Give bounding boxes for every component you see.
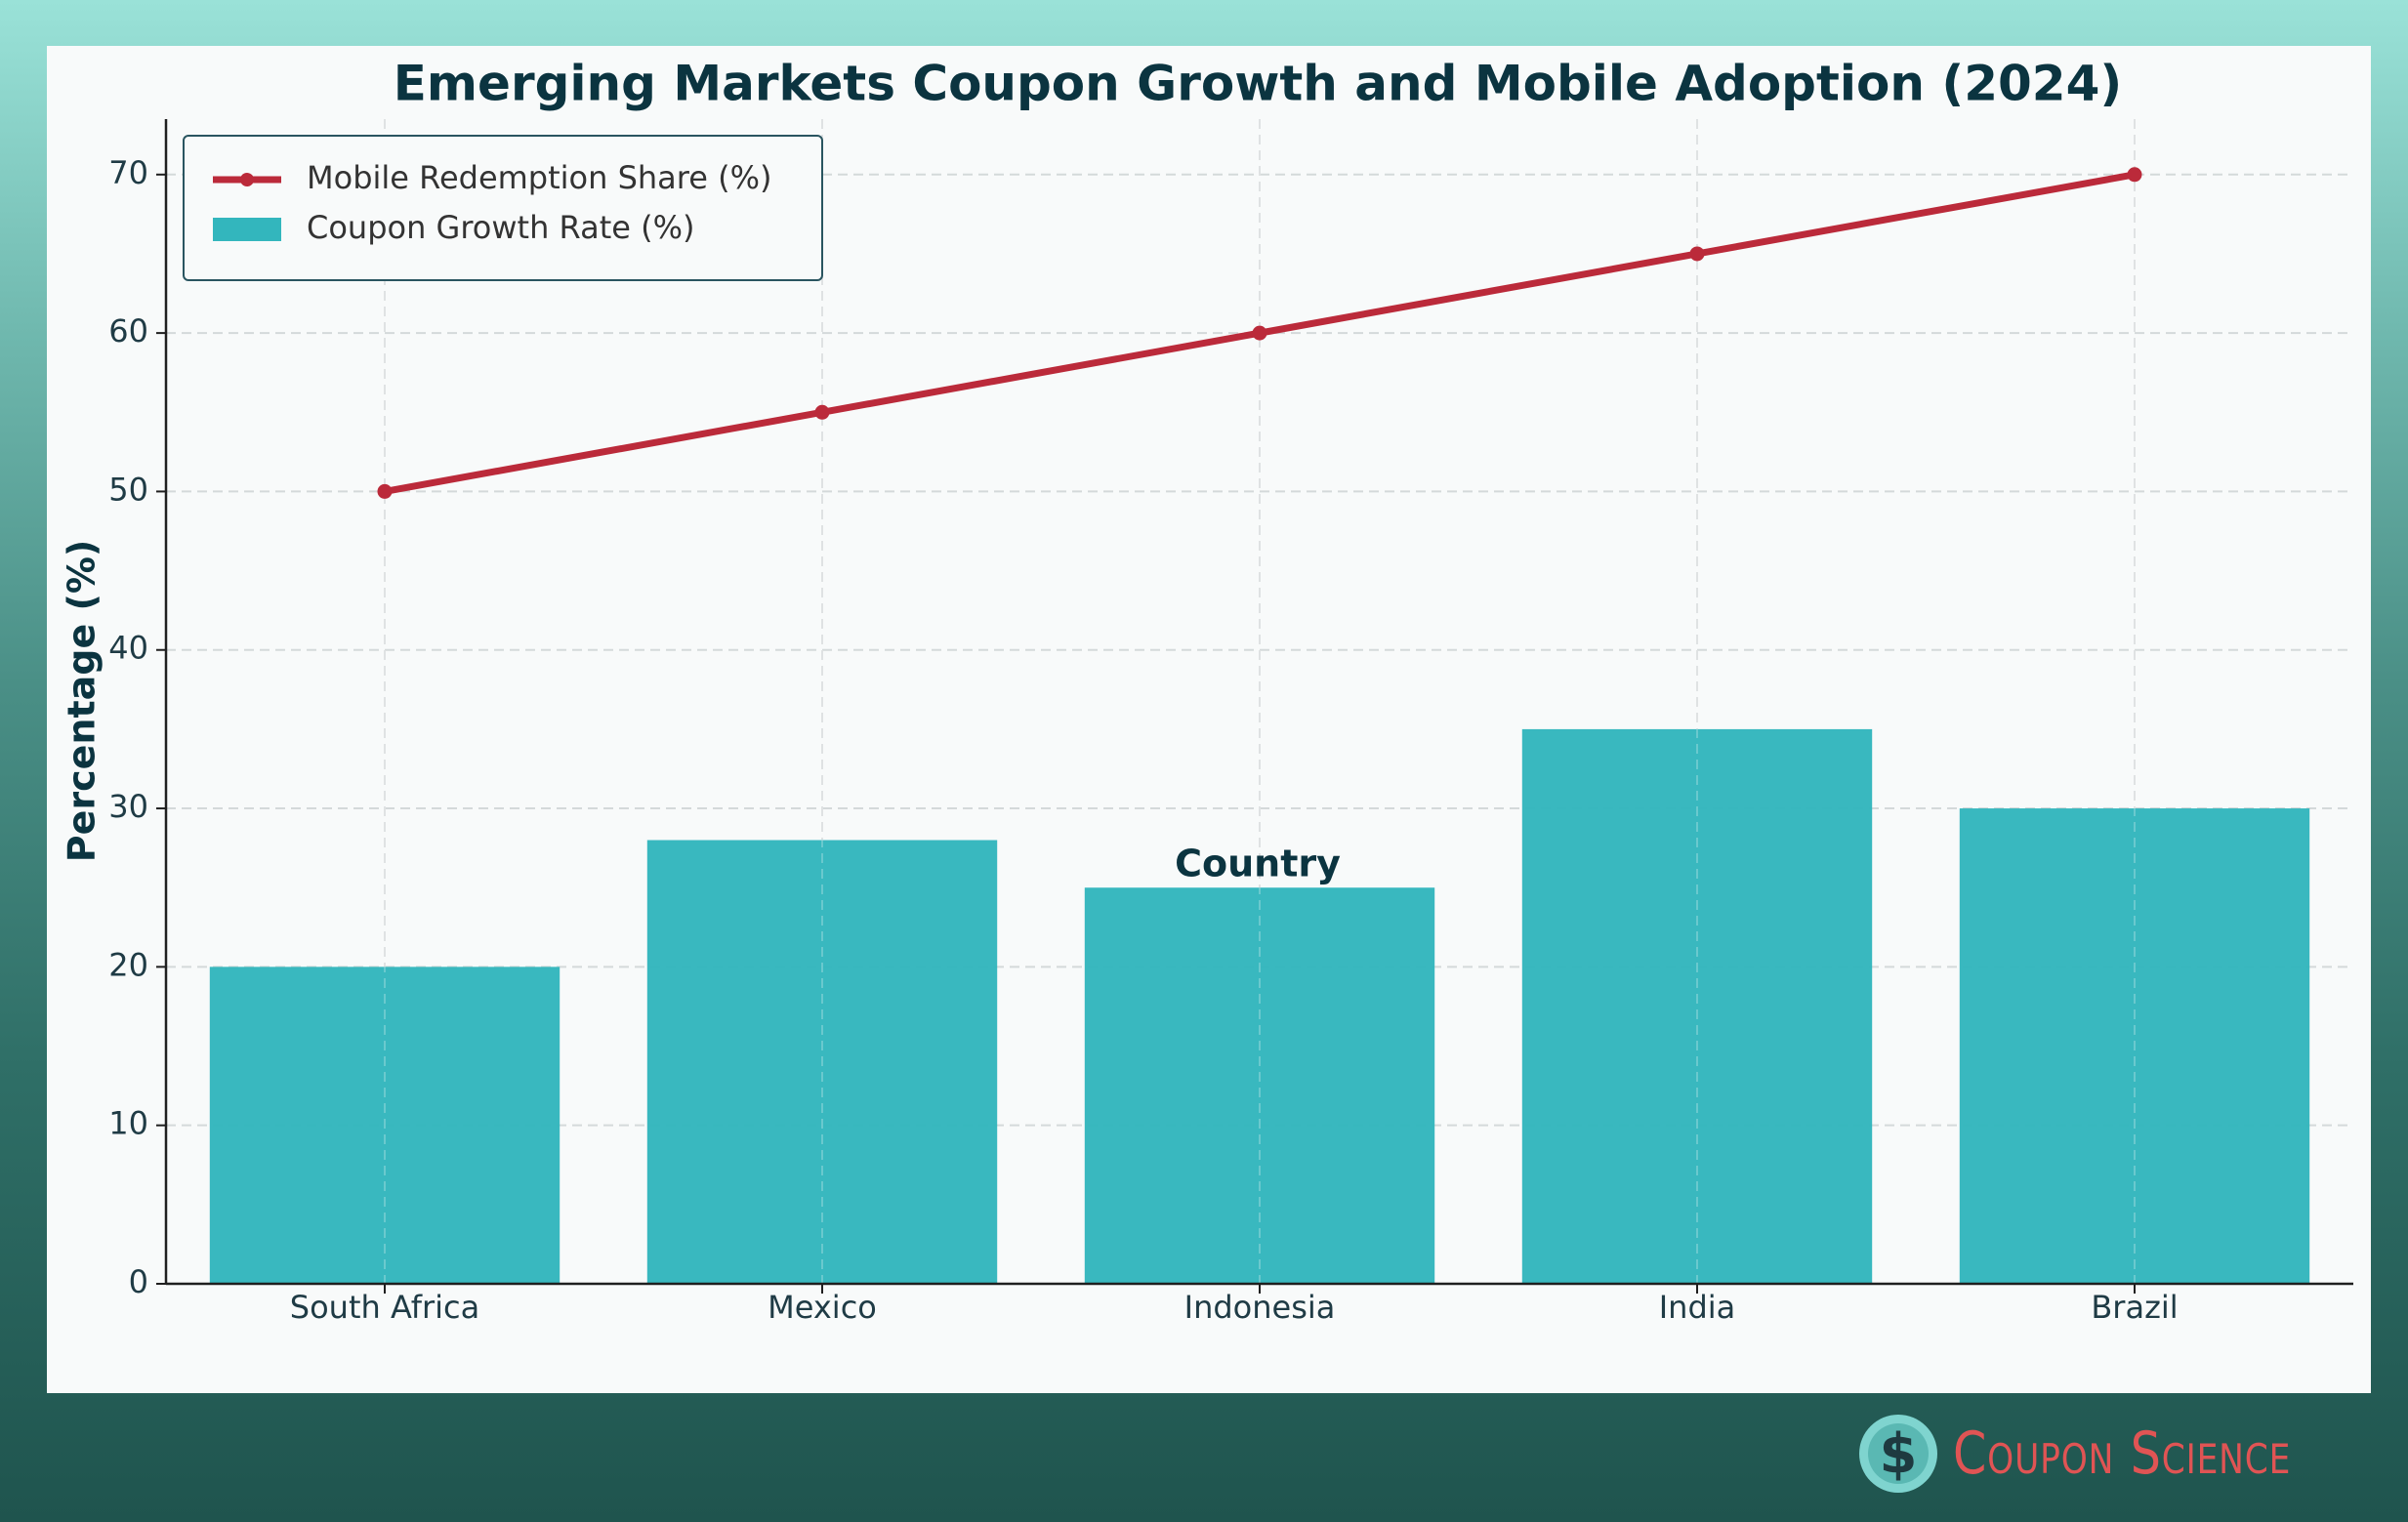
bar xyxy=(1521,728,1873,1284)
svg-text:$: $ xyxy=(1879,1422,1917,1486)
bar xyxy=(1959,808,2310,1284)
y-tick-label: 50 xyxy=(108,471,148,508)
y-tick-label: 0 xyxy=(129,1263,148,1300)
bar-series xyxy=(209,119,2310,1284)
bar xyxy=(209,967,560,1284)
legend-label-bar: Coupon Growth Rate (%) xyxy=(307,209,694,246)
x-tick-label: South Africa xyxy=(290,1289,479,1326)
y-tick-label: 10 xyxy=(108,1105,148,1142)
bar xyxy=(1084,887,1435,1284)
line-series xyxy=(377,167,2142,499)
x-axis-title: Country xyxy=(1175,843,1341,885)
y-tick-labels: 0 10 20 30 40 50 60 70 xyxy=(108,154,148,1300)
x-tick-label: Indonesia xyxy=(1184,1289,1336,1326)
legend-bar-swatch xyxy=(213,218,281,241)
brand-name: Coupon Science xyxy=(1952,1419,2292,1488)
legend-box xyxy=(183,135,823,281)
line-point xyxy=(2127,167,2142,183)
chart-panel: Emerging Markets Coupon Growth and Mobil… xyxy=(47,46,2371,1393)
legend-label-line: Mobile Redemption Share (%) xyxy=(307,159,771,196)
y-tick-label: 20 xyxy=(108,946,148,983)
line-point xyxy=(377,483,393,499)
legend: Mobile Redemption Share (%) Coupon Growt… xyxy=(183,135,823,281)
x-tick-label: Mexico xyxy=(768,1289,877,1326)
dollar-coin-icon: $ xyxy=(1858,1415,1937,1493)
y-axis-title: Percentage (%) xyxy=(61,540,104,863)
line-point xyxy=(1252,325,1267,341)
x-tick-labels: South Africa Mexico Indonesia India Brazil xyxy=(290,1289,2179,1326)
y-tick-label: 40 xyxy=(108,630,148,667)
y-tick-label: 30 xyxy=(108,788,148,825)
bar xyxy=(646,840,998,1284)
line-point xyxy=(814,404,830,420)
y-tick-label: 70 xyxy=(108,154,148,191)
legend-line-marker xyxy=(240,173,254,186)
chart: Emerging Markets Coupon Growth and Mobil… xyxy=(61,56,2353,1326)
axes xyxy=(156,119,2353,1294)
line-point xyxy=(1689,246,1705,262)
x-tick-label: Brazil xyxy=(2091,1289,2178,1326)
y-tick-label: 60 xyxy=(108,312,148,350)
brand-logo: $ Coupon Science xyxy=(1857,1407,2365,1501)
x-tick-label: India xyxy=(1659,1289,1736,1326)
chart-title: Emerging Markets Coupon Growth and Mobil… xyxy=(394,56,2122,112)
